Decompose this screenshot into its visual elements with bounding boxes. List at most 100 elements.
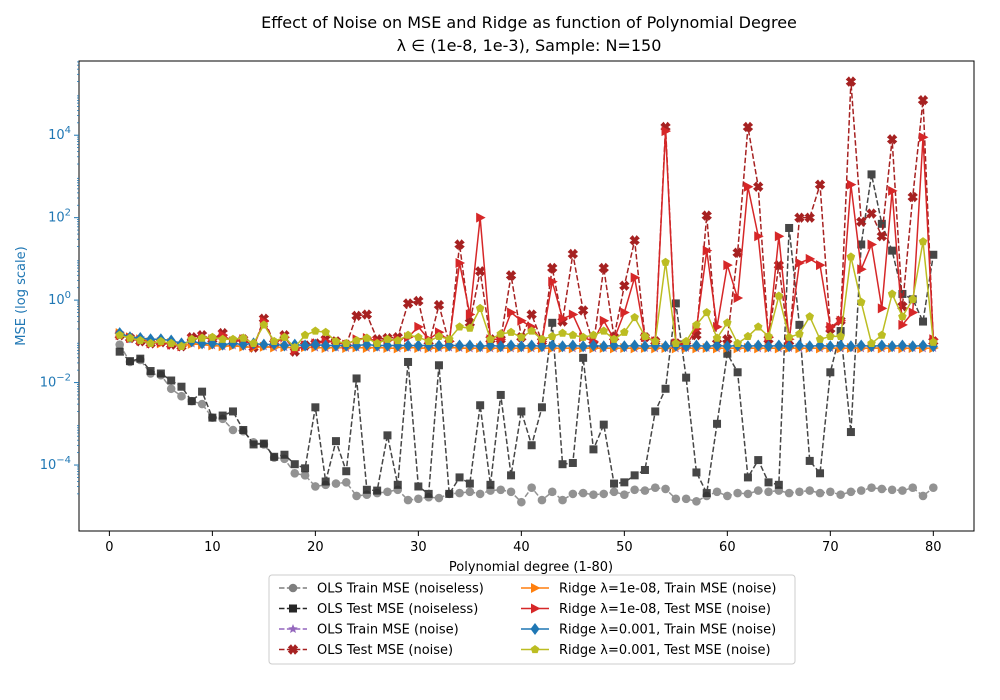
data-point <box>877 303 888 314</box>
data-point <box>794 212 805 223</box>
data-point <box>650 336 660 345</box>
data-point <box>743 331 753 341</box>
data-point <box>218 334 227 343</box>
data-point <box>733 368 742 377</box>
x-tick-label: 80 <box>925 540 942 555</box>
data-point <box>301 464 310 473</box>
data-point <box>846 179 857 190</box>
data-point <box>917 94 929 106</box>
data-point <box>547 262 558 274</box>
data-point <box>537 403 546 412</box>
data-point <box>393 336 403 345</box>
data-point <box>239 425 248 434</box>
data-point <box>908 483 918 493</box>
data-point <box>754 456 763 465</box>
data-point <box>753 322 763 331</box>
data-point <box>804 212 815 223</box>
data-point <box>496 329 506 338</box>
data-point <box>424 489 433 498</box>
data-point <box>888 246 897 255</box>
data-point <box>208 413 217 422</box>
data-point <box>620 307 630 318</box>
data-point <box>218 411 227 420</box>
data-point <box>259 439 268 448</box>
data-point <box>146 367 155 376</box>
data-point <box>815 488 825 498</box>
data-point <box>661 340 671 353</box>
data-point <box>352 491 361 501</box>
legend-entry: OLS Train MSE (noiseless) <box>279 582 484 597</box>
data-point <box>589 330 598 339</box>
data-point <box>434 493 444 503</box>
legend-label: OLS Train MSE (noise) <box>317 623 459 638</box>
data-point <box>476 212 486 223</box>
data-point <box>774 480 783 489</box>
data-point <box>197 333 207 342</box>
data-point <box>898 319 908 330</box>
data-point <box>640 340 650 353</box>
data-point <box>228 334 238 343</box>
data-point <box>342 467 351 476</box>
data-point <box>723 318 732 327</box>
data-point <box>578 332 588 341</box>
y-tick-label: 102 <box>48 208 71 226</box>
data-point <box>846 340 856 353</box>
data-point <box>630 471 639 480</box>
data-point <box>805 312 815 321</box>
data-point <box>177 391 186 401</box>
data-point <box>424 336 433 345</box>
data-point <box>537 495 547 505</box>
data-point <box>290 343 300 352</box>
data-point <box>722 340 732 353</box>
data-point <box>361 309 373 320</box>
data-point <box>517 332 526 341</box>
data-point <box>898 486 907 495</box>
data-point <box>836 490 845 500</box>
data-point <box>166 338 176 348</box>
data-point <box>464 317 476 328</box>
data-point <box>310 338 320 351</box>
data-point <box>228 425 238 435</box>
data-point <box>280 332 289 341</box>
data-point <box>598 262 609 274</box>
data-point <box>567 248 579 260</box>
data-point <box>887 340 897 353</box>
data-point <box>845 76 857 87</box>
axes-frame <box>78 60 975 532</box>
data-point <box>753 339 763 352</box>
data-point <box>795 320 804 329</box>
data-point <box>753 486 763 495</box>
data-point <box>774 291 784 300</box>
legend-label: Ridge λ=0.001, Train MSE (noise) <box>559 623 776 638</box>
data-point <box>455 258 466 269</box>
data-point <box>558 460 567 469</box>
data-point <box>609 487 619 497</box>
data-point <box>630 339 640 352</box>
data-point <box>455 488 464 498</box>
data-point <box>331 336 341 345</box>
data-point <box>393 480 402 489</box>
legend-marker <box>531 603 541 614</box>
data-point <box>496 390 505 399</box>
chart-subtitle: λ ∈ (1e-8, 1e-3), Sample: N=150 <box>397 36 662 55</box>
data-point <box>784 488 794 498</box>
data-point <box>475 303 485 313</box>
data-point <box>620 327 629 336</box>
data-point <box>918 237 928 246</box>
data-point <box>167 376 176 385</box>
data-point <box>568 339 578 352</box>
data-point <box>723 491 732 501</box>
data-point <box>465 487 475 497</box>
data-point <box>599 326 609 335</box>
data-point <box>414 494 423 504</box>
data-point <box>692 468 701 477</box>
legend-frame <box>268 574 796 665</box>
data-point <box>383 334 392 343</box>
data-point <box>372 338 382 348</box>
data-point <box>640 465 649 474</box>
legend-label: Ridge λ=1e-08, Train MSE (noise) <box>559 582 777 597</box>
data-point <box>784 332 794 341</box>
data-point <box>404 357 413 366</box>
data-point <box>640 486 650 495</box>
data-point <box>434 339 444 352</box>
